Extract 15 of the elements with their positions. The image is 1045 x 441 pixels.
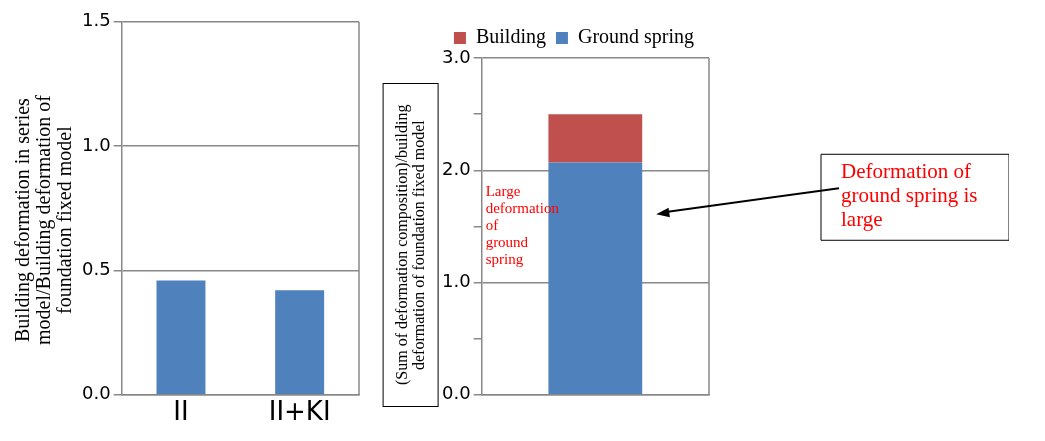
y-tick-label: 3.0 xyxy=(441,45,471,67)
y-tick-label: 0.0 xyxy=(441,382,471,404)
y-tick-label: 2.0 xyxy=(441,157,471,179)
legend-label: Building xyxy=(475,25,546,49)
y-axis-title: (Sum of deformation composition)/building deformation of foundation fixed model xyxy=(383,83,439,407)
y-axis-title: Building deformation in series model/Building deformation of foundation fixed model xyxy=(10,94,76,347)
x-tick-label: II xyxy=(173,396,189,427)
x-tick-label: II+KI xyxy=(268,396,331,427)
y-tick-label: 1.5 xyxy=(81,9,111,31)
legend-label: Ground spring xyxy=(577,25,694,49)
y-tick-label: 0.0 xyxy=(81,382,111,404)
y-tick-label: 0.5 xyxy=(81,258,111,280)
y-tick-label: 1.0 xyxy=(81,133,111,155)
text: Deformation of ground spring is large xyxy=(840,159,978,232)
y-tick-label: 1.0 xyxy=(441,270,471,292)
